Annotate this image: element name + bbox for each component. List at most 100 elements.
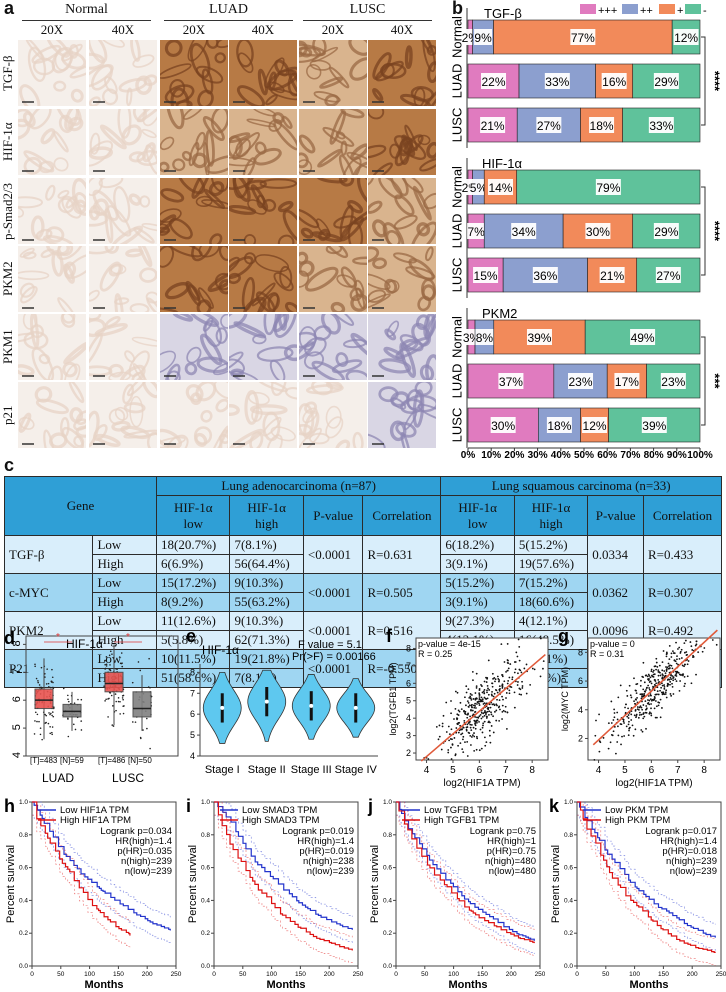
scatter-point xyxy=(501,718,503,720)
tissue-structure xyxy=(104,246,119,254)
stacked-bar-segment xyxy=(632,213,701,249)
km-curve xyxy=(577,801,716,938)
segment-label: 16% xyxy=(602,75,626,89)
tissue-structure xyxy=(53,80,67,92)
tissue-structure xyxy=(89,132,101,155)
segment-label: 15% xyxy=(474,269,498,283)
tissue-structure xyxy=(128,193,142,206)
ihc-group-underline xyxy=(164,20,293,21)
scatter-point xyxy=(481,715,484,718)
scatter-point xyxy=(504,710,507,713)
y-tick-label: 1.0 xyxy=(201,799,210,806)
y-axis-label: Percent survival xyxy=(187,845,199,923)
ihc-row-label: PKM2 xyxy=(0,261,15,297)
ihc-tile-image xyxy=(299,246,367,312)
segment-label-bg xyxy=(660,373,686,389)
jitter-point xyxy=(121,662,123,664)
y-tick-label: 0.0 xyxy=(564,963,573,970)
scatter-point xyxy=(435,726,438,728)
scatter-point xyxy=(654,716,657,719)
tissue-structure xyxy=(139,195,151,208)
scatter-point xyxy=(445,701,448,704)
tissue-structure xyxy=(108,408,126,425)
scatter-point xyxy=(636,697,638,699)
scatter-point xyxy=(470,736,473,738)
tissue-structure xyxy=(111,225,143,244)
scatter-point xyxy=(649,693,652,696)
scatter-point xyxy=(663,687,666,690)
scatter-point xyxy=(477,716,480,719)
scatter-point xyxy=(465,729,468,732)
scatter-point xyxy=(494,689,497,691)
table-cell-gene: P21 xyxy=(3,649,94,688)
y-tick-label: 0.6 xyxy=(564,865,573,872)
scatter-point xyxy=(474,720,477,723)
tissue-structure xyxy=(185,384,204,403)
scatter-point xyxy=(670,694,673,697)
scatter-point xyxy=(665,669,668,671)
tissue-structure xyxy=(242,157,256,175)
ihc-tile-image xyxy=(299,382,367,448)
scatter-point xyxy=(642,717,645,720)
tissue-structure xyxy=(98,178,124,189)
table-cell-gene: PKM2 xyxy=(3,611,94,650)
scatter-point xyxy=(665,689,668,692)
y-tick-label: 7 xyxy=(406,661,411,671)
ihc-tile-image xyxy=(18,246,86,312)
y-tick-label: 0.4 xyxy=(201,897,210,904)
tissue-structure xyxy=(218,433,228,444)
scatter-point xyxy=(506,661,509,664)
scatter-point xyxy=(673,652,676,655)
ihc-tile-image xyxy=(160,109,228,175)
tissue-structure xyxy=(172,314,194,322)
x-tick-label: 250 xyxy=(716,971,726,978)
tissue-structure xyxy=(136,149,157,166)
table-cell-luad-low: 11(12.6%) xyxy=(156,611,231,631)
km-stat: HR(high)=1.4 xyxy=(660,836,717,847)
scatter-point xyxy=(485,715,488,718)
segment-label: 21% xyxy=(481,119,505,133)
jitter-point xyxy=(50,712,52,715)
y-tick-label: 7 xyxy=(11,668,23,674)
x-tick-label: 200 xyxy=(142,971,153,978)
jitter-point xyxy=(67,718,69,720)
scatter-point xyxy=(508,689,511,692)
scatter-point xyxy=(485,698,488,700)
tissue-structure xyxy=(322,126,355,147)
scatter-point xyxy=(678,673,681,676)
violin-median xyxy=(353,705,358,710)
tissue-structure xyxy=(135,75,153,95)
scatter-point xyxy=(679,680,682,682)
scatter-point xyxy=(488,710,491,713)
y-tick-label: 0.6 xyxy=(383,865,392,872)
segment-label-bg xyxy=(490,417,516,433)
segment-label-bg xyxy=(544,73,570,89)
scatter-point xyxy=(501,687,504,689)
tissue-structure xyxy=(405,266,436,280)
jitter-point xyxy=(134,721,137,723)
group-label: LUAD xyxy=(42,771,74,785)
scatter-point xyxy=(639,693,642,696)
scatter-point xyxy=(611,734,614,737)
tissue-structure xyxy=(129,303,150,312)
scatter-point xyxy=(657,693,660,696)
scatter-point xyxy=(635,713,638,716)
x-tick-label: 150 xyxy=(113,971,124,978)
scatter-point xyxy=(471,694,473,696)
scatter-point xyxy=(480,747,483,750)
tissue-structure xyxy=(47,365,63,380)
scatter-point xyxy=(518,659,521,662)
tissue-structure xyxy=(201,199,228,209)
scatter-point xyxy=(690,645,693,648)
segment-label: 14% xyxy=(488,181,512,195)
jitter-point xyxy=(108,697,110,700)
category-label: LUAD xyxy=(449,214,464,249)
scatter-point xyxy=(681,664,684,667)
x-tick-label: 50 xyxy=(421,971,429,978)
tissue-structure xyxy=(371,162,393,175)
y-tick-label: 0.0 xyxy=(201,963,210,970)
scatter-point xyxy=(456,723,459,726)
km-stat: Logrank p=0.75 xyxy=(470,826,536,837)
scatter-point xyxy=(648,711,651,714)
